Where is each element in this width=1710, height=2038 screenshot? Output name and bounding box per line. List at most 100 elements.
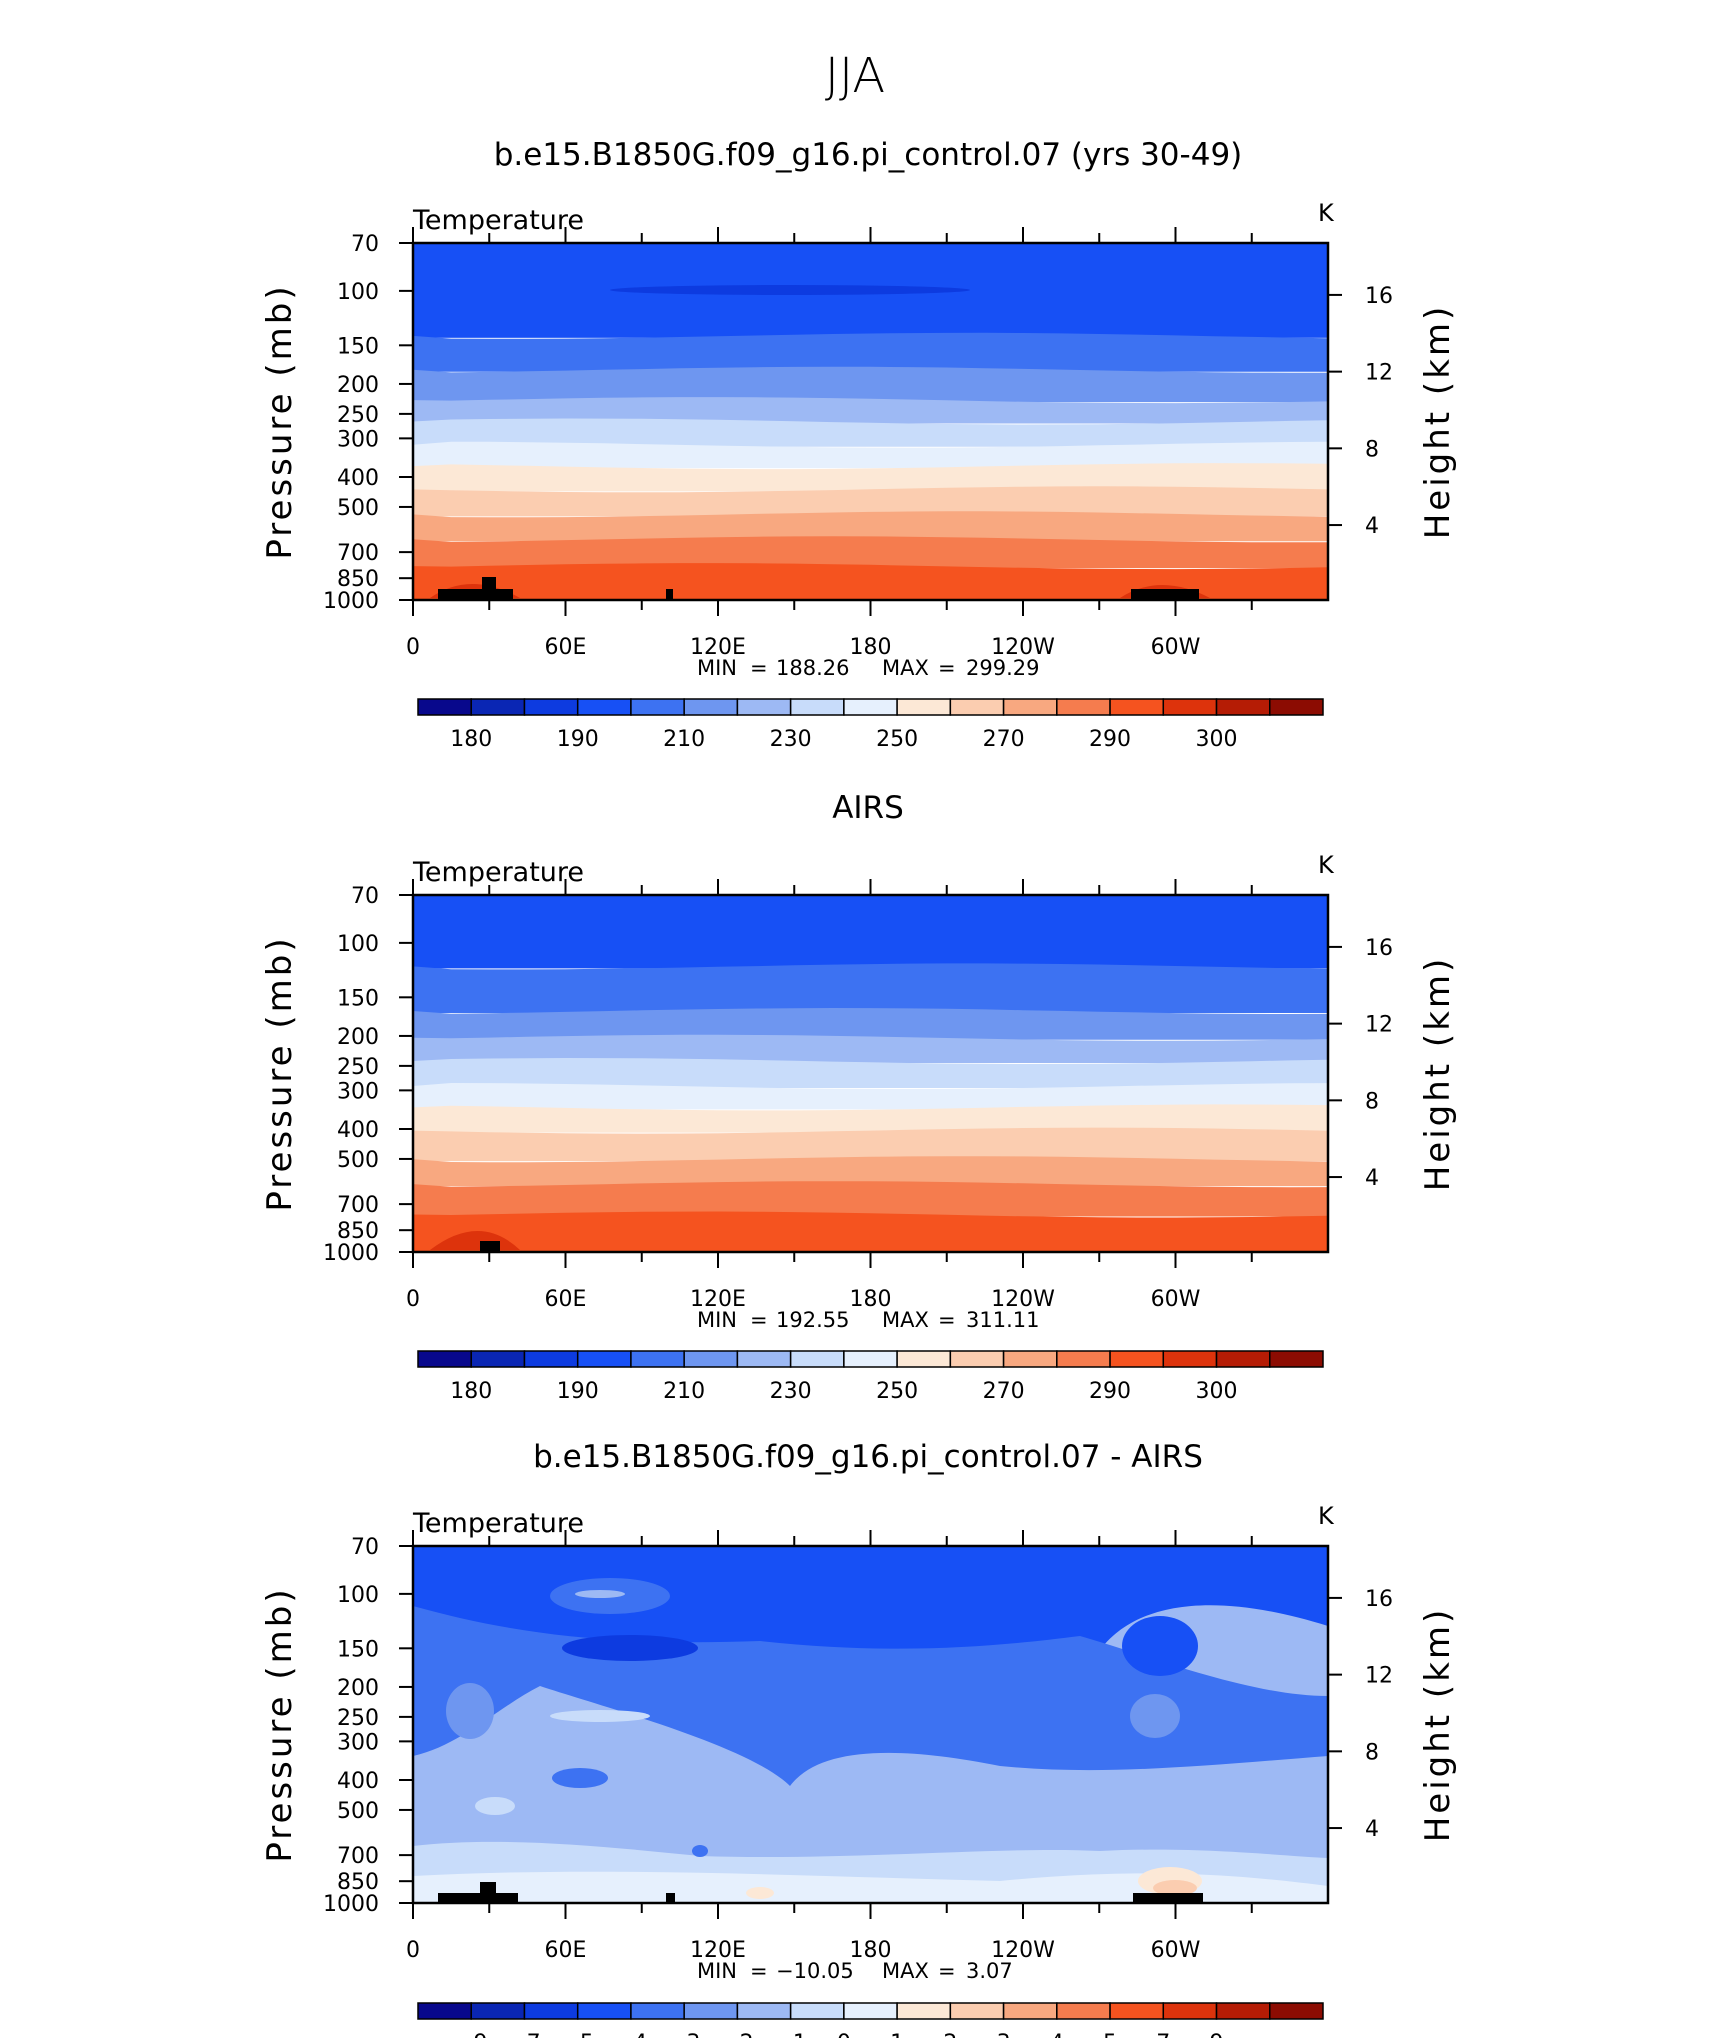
units-label: K	[1318, 1502, 1335, 1530]
temperature-band	[413, 486, 1328, 517]
y-axis-title: Pressure (mb)	[260, 1586, 300, 1862]
colorbar-label: 1	[890, 2031, 904, 2038]
temperature-band	[413, 963, 1328, 1014]
longitude-tick-label: 120W	[991, 1287, 1055, 1312]
colorbar-swatch	[949, 1350, 1005, 1368]
colorbar-swatch	[523, 698, 579, 716]
colorbar-label: 250	[876, 727, 918, 752]
colorbar-swatch	[630, 698, 685, 716]
pressure-tick-label: 1000	[323, 1892, 379, 1917]
pressure-tick-label: 850	[337, 1870, 379, 1895]
colorbar-swatch	[789, 1350, 845, 1368]
colorbar-swatch	[1056, 2002, 1111, 2020]
temperature-band	[413, 536, 1328, 569]
units-label: K	[1318, 199, 1335, 227]
height-tick-label: 12	[1365, 1013, 1393, 1038]
longitude-tick-label: 60E	[545, 1938, 587, 1963]
colorbar-swatch	[470, 1350, 526, 1368]
colorbar-label: 180	[450, 727, 492, 752]
colorbar-swatch	[1215, 698, 1271, 716]
topography-mask	[666, 1893, 675, 1903]
colorbar-swatch	[1269, 2002, 1324, 2020]
max-label: MAX	[882, 1959, 929, 1983]
max-equals: =	[938, 1959, 956, 1983]
contour-field	[413, 243, 1328, 600]
colorbar-label: 180	[450, 1379, 492, 1404]
max-label: MAX	[882, 656, 929, 680]
pressure-tick-label: 500	[337, 1148, 379, 1173]
pressure-tick-label: 700	[337, 1193, 379, 1218]
difference-contour	[692, 1845, 708, 1857]
colorbar-swatch	[683, 2002, 739, 2020]
longitude-tick-label: 120W	[991, 635, 1055, 660]
pressure-tick-label: 500	[337, 1799, 379, 1824]
max-value: 3.07	[966, 1959, 1013, 1983]
pressure-tick-label: 70	[351, 232, 379, 257]
colorbar-swatch	[576, 698, 632, 716]
topography-mask	[480, 1241, 500, 1252]
max-label: MAX	[882, 1308, 929, 1332]
pressure-tick-label: 300	[337, 427, 379, 452]
colorbar-swatch	[1002, 698, 1058, 716]
temperature-band	[413, 1156, 1328, 1187]
colorbar-swatch	[523, 2002, 579, 2020]
temperature-band	[413, 463, 1328, 492]
temperature-band	[413, 1127, 1328, 1162]
temperature-band	[413, 563, 1328, 600]
y-axis-title: Pressure (mb)	[260, 935, 300, 1211]
colorbar-swatch	[1162, 698, 1218, 716]
colorbar-label: −5	[561, 2031, 593, 2038]
colorbar: −9 −7 −5 −4 −3 −2 −1 0 1 2 3 4 5 7 9	[417, 2002, 1324, 2038]
height-tick-label: 12	[1365, 1664, 1393, 1689]
units-label: K	[1318, 851, 1335, 879]
temperature-band	[413, 1181, 1328, 1217]
colorbar-swatch	[576, 2002, 632, 2020]
colorbar-swatch	[843, 698, 898, 716]
pressure-tick-label: 300	[337, 1730, 379, 1755]
pressure-tick-label: 200	[337, 1676, 379, 1701]
temperature-band	[413, 895, 1328, 969]
difference-contour	[746, 1887, 774, 1899]
colorbar-swatch	[630, 1350, 685, 1368]
colorbar-swatch	[1109, 698, 1165, 716]
temperature-band	[413, 1008, 1328, 1040]
height-tick-label: 8	[1365, 1740, 1379, 1765]
pressure-tick-label: 400	[337, 466, 379, 491]
topography-mask	[1133, 1893, 1203, 1903]
colorbar-swatch	[896, 1350, 952, 1368]
height-tick-label: 4	[1365, 1166, 1379, 1191]
colorbar-label: 250	[876, 1379, 918, 1404]
height-tick-label: 12	[1365, 361, 1393, 386]
longitude-tick-label: 120E	[690, 635, 746, 660]
temperature-band	[413, 1083, 1328, 1110]
min-label: MIN	[697, 656, 737, 680]
max-value: 299.29	[966, 656, 1039, 680]
pressure-tick-label: 300	[337, 1079, 379, 1104]
pressure-tick-label: 850	[337, 1219, 379, 1244]
difference-contour	[552, 1768, 608, 1788]
colorbar-label: −4	[615, 2031, 647, 2038]
panel-title: b.e15.B1850G.f09_g16.pi_control.07 - AIR…	[533, 1439, 1203, 1475]
pressure-tick-label: 200	[337, 373, 379, 398]
contour-field	[413, 895, 1328, 1252]
colorbar-swatch	[417, 2002, 472, 2020]
temperature-band	[413, 397, 1328, 424]
difference-contour	[562, 1635, 698, 1661]
topography-mask	[480, 1882, 496, 1894]
panel-title: AIRS	[832, 790, 904, 826]
colorbar-swatch	[736, 2002, 792, 2020]
colorbar-swatch	[789, 2002, 845, 2020]
y2-axis-title: Height (km)	[1418, 1607, 1458, 1843]
colorbar-label: 9	[1210, 2031, 1224, 2038]
colorbar-swatch	[683, 1350, 739, 1368]
pressure-tick-label: 250	[337, 1706, 379, 1731]
colorbar-swatch	[1109, 2002, 1165, 2020]
contour-field	[413, 1546, 1328, 1903]
colorbar-label: −9	[455, 2031, 487, 2038]
pressure-tick-label: 150	[337, 334, 379, 359]
height-tick-label: 4	[1365, 1817, 1379, 1842]
height-tick-label: 8	[1365, 1089, 1379, 1114]
panel-3: b.e15.B1850G.f09_g16.pi_control.07 - AIR…	[260, 1439, 1458, 2038]
colorbar-label: 0	[837, 2031, 851, 2038]
